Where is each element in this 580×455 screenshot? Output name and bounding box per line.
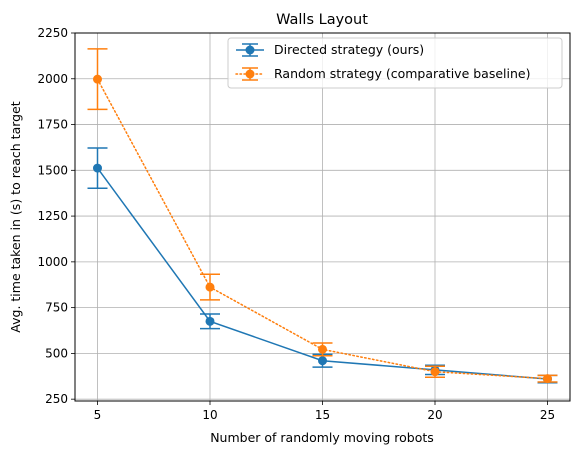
y-tick-label: 1000 xyxy=(37,255,68,269)
series-2 xyxy=(87,48,558,384)
legend-marker xyxy=(245,69,255,79)
x-tick-label: 25 xyxy=(540,408,555,422)
data-point xyxy=(205,282,215,292)
y-tick-label: 250 xyxy=(45,392,68,406)
x-tick-label: 20 xyxy=(427,408,442,422)
data-point xyxy=(318,356,327,366)
y-axis-label: Avg. time taken in (s) to reach target xyxy=(8,101,23,332)
legend-box xyxy=(227,37,563,89)
y-axis-ticks: 250 500 750 1000 1250 1500 1750 2000 2250 xyxy=(37,26,75,406)
x-axis-label: Number of randomly moving robots xyxy=(210,430,434,445)
y-tick-label: 1500 xyxy=(37,163,68,177)
data-point xyxy=(93,74,102,84)
x-axis-ticks: 5 10 15 20 25 xyxy=(94,401,555,422)
x-tick-label: 5 xyxy=(94,408,102,422)
chart-title: Walls Layout xyxy=(276,12,368,28)
data-point xyxy=(318,344,327,354)
y-tick-label: 1750 xyxy=(37,118,68,132)
x-tick-label: 15 xyxy=(315,408,330,422)
data-point xyxy=(543,374,552,384)
legend-label: Random strategy (comparative baseline) xyxy=(274,66,530,81)
legend-marker xyxy=(245,45,255,55)
plot-frame xyxy=(74,32,571,402)
legend: Directed strategy (ours) Random strategy … xyxy=(227,37,563,89)
data-point xyxy=(430,367,440,377)
y-tick-label: 2000 xyxy=(37,72,68,86)
y-tick-label: 2250 xyxy=(37,26,68,40)
plot-series xyxy=(87,48,558,384)
data-point xyxy=(205,316,215,326)
data-point xyxy=(93,163,102,173)
y-tick-label: 750 xyxy=(45,301,68,315)
legend-label: Directed strategy (ours) xyxy=(274,42,424,57)
y-tick-label: 500 xyxy=(45,346,68,360)
x-tick-label: 10 xyxy=(202,408,217,422)
y-tick-label: 1250 xyxy=(37,209,68,223)
